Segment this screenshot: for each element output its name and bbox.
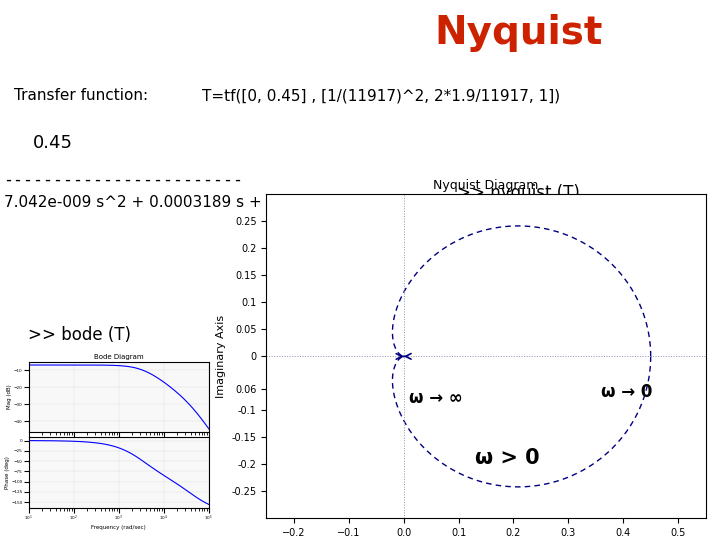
Text: T=tf([0, 0.45] , [1/(11917)^2, 2*1.9/11917, 1]): T=tf([0, 0.45] , [1/(11917)^2, 2*1.9/119… <box>202 89 559 103</box>
Text: ω → ∞: ω → ∞ <box>409 389 463 407</box>
Y-axis label: Imaginary Axis: Imaginary Axis <box>216 315 226 398</box>
Text: 0.45: 0.45 <box>32 134 73 152</box>
Title: Nyquist Diagram: Nyquist Diagram <box>433 179 539 192</box>
Text: ω > 0: ω > 0 <box>475 448 540 468</box>
Text: Nyquist: Nyquist <box>434 14 603 51</box>
X-axis label: Frequency (rad/sec): Frequency (rad/sec) <box>91 524 146 530</box>
Text: >> bode (T): >> bode (T) <box>27 326 131 344</box>
Y-axis label: Mag (dB): Mag (dB) <box>7 384 12 409</box>
Text: 7.042e-009 s^2 + 0.0003189 s + 1: 7.042e-009 s^2 + 0.0003189 s + 1 <box>4 195 276 210</box>
Text: ------------------------: ------------------------ <box>4 171 243 189</box>
Text: Transfer function:: Transfer function: <box>14 89 148 103</box>
Text: ω → 0: ω → 0 <box>601 383 652 401</box>
Text: >> nyquist (T): >> nyquist (T) <box>457 184 580 201</box>
Title: Bode Diagram: Bode Diagram <box>94 354 143 360</box>
Y-axis label: Phase (deg): Phase (deg) <box>5 456 10 489</box>
